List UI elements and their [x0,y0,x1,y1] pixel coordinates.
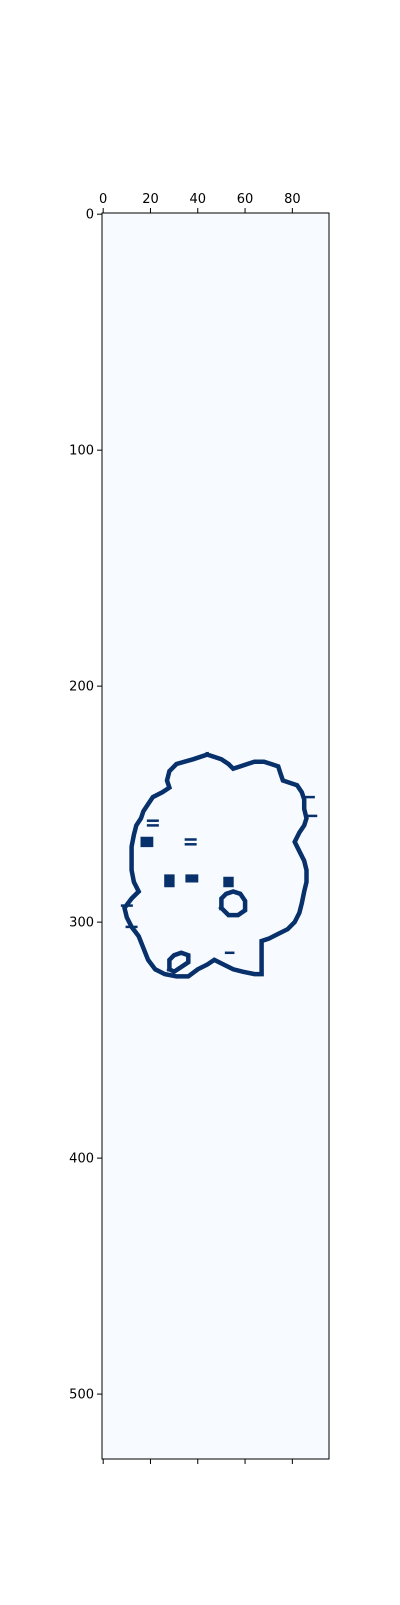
plot-background [102,213,329,1459]
interior-block-2 [164,874,175,888]
x-tick-label-40: 40 [189,192,206,207]
y-tick-label-100: 100 [69,444,94,459]
image-marks [120,751,318,979]
y-tick-label-200: 200 [69,680,94,695]
x-tick-label-0: 0 [99,192,107,207]
interior-block-3 [185,874,199,883]
y-tick-label-400: 400 [69,1152,94,1167]
x-tick-label-60: 60 [237,192,254,207]
y-tick-label-300: 300 [69,916,94,931]
interior-loop-0 [218,889,248,918]
plot-frame [101,212,330,1460]
x-tick-label-80: 80 [284,192,301,207]
x-axis-top: 0 20 40 60 80 [99,192,301,213]
y-axis-left: 0 100 200 300 400 500 [69,208,102,1403]
x-tick-label-20: 20 [142,192,159,207]
y-tick-label-0: 0 [86,208,94,223]
interior-loop-1 [166,950,191,975]
interior-block-5 [140,836,154,848]
outline-contour [122,751,309,979]
x-axis-bottom [102,1459,293,1464]
interior-block-4 [223,876,234,888]
y-tick-label-500: 500 [69,1388,94,1403]
